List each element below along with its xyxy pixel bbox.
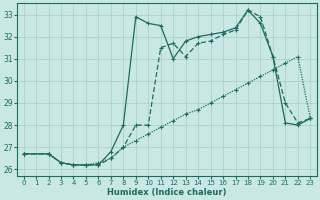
X-axis label: Humidex (Indice chaleur): Humidex (Indice chaleur) — [107, 188, 227, 197]
